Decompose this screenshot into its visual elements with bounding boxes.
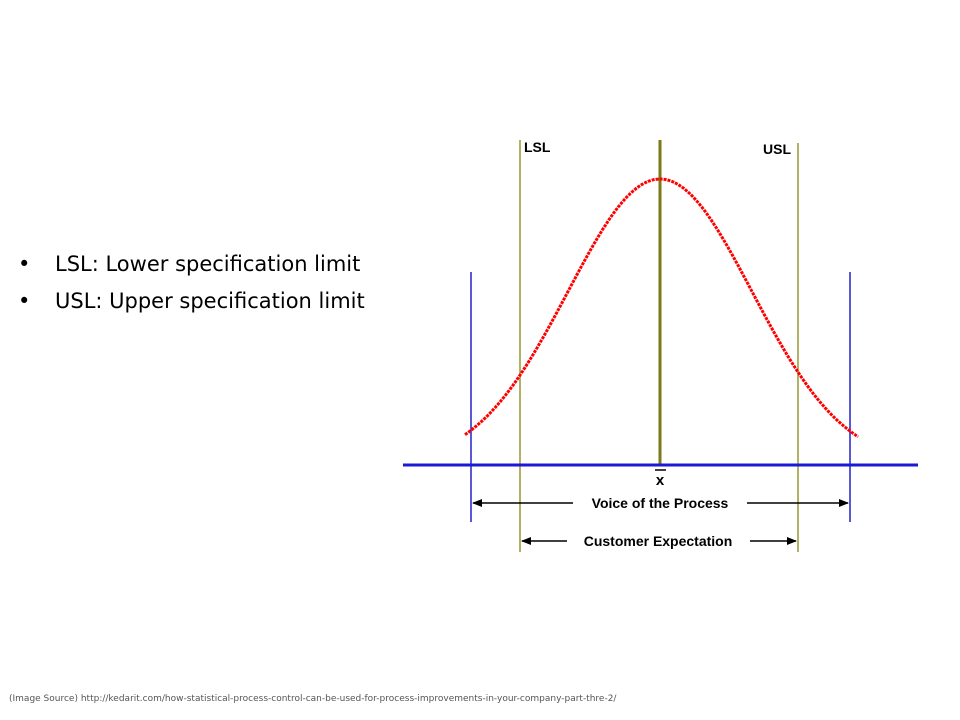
mean-symbol: x <box>656 472 665 489</box>
normal-distribution-curve <box>464 177 859 439</box>
bullet-dot-icon: • <box>18 289 31 313</box>
bullet-item-usl: • USL: Upper specification limit <box>18 283 365 320</box>
image-source-caption: (Image Source) http://kedarit.com/how-st… <box>9 694 617 704</box>
bullet-text-lsl: LSL: Lower specification limit <box>55 252 361 276</box>
bullet-dot-icon: • <box>18 252 31 276</box>
usl-label: USL <box>763 141 791 157</box>
bullet-item-lsl: • LSL: Lower specification limit <box>18 246 365 283</box>
spec-span-label: Customer Expectation <box>584 533 733 549</box>
bullet-list: • LSL: Lower specification limit • USL: … <box>18 246 365 320</box>
bullet-text-usl: USL: Upper specification limit <box>55 289 365 313</box>
process-span-label: Voice of the Process <box>592 495 729 511</box>
lsl-label: LSL <box>524 139 551 155</box>
